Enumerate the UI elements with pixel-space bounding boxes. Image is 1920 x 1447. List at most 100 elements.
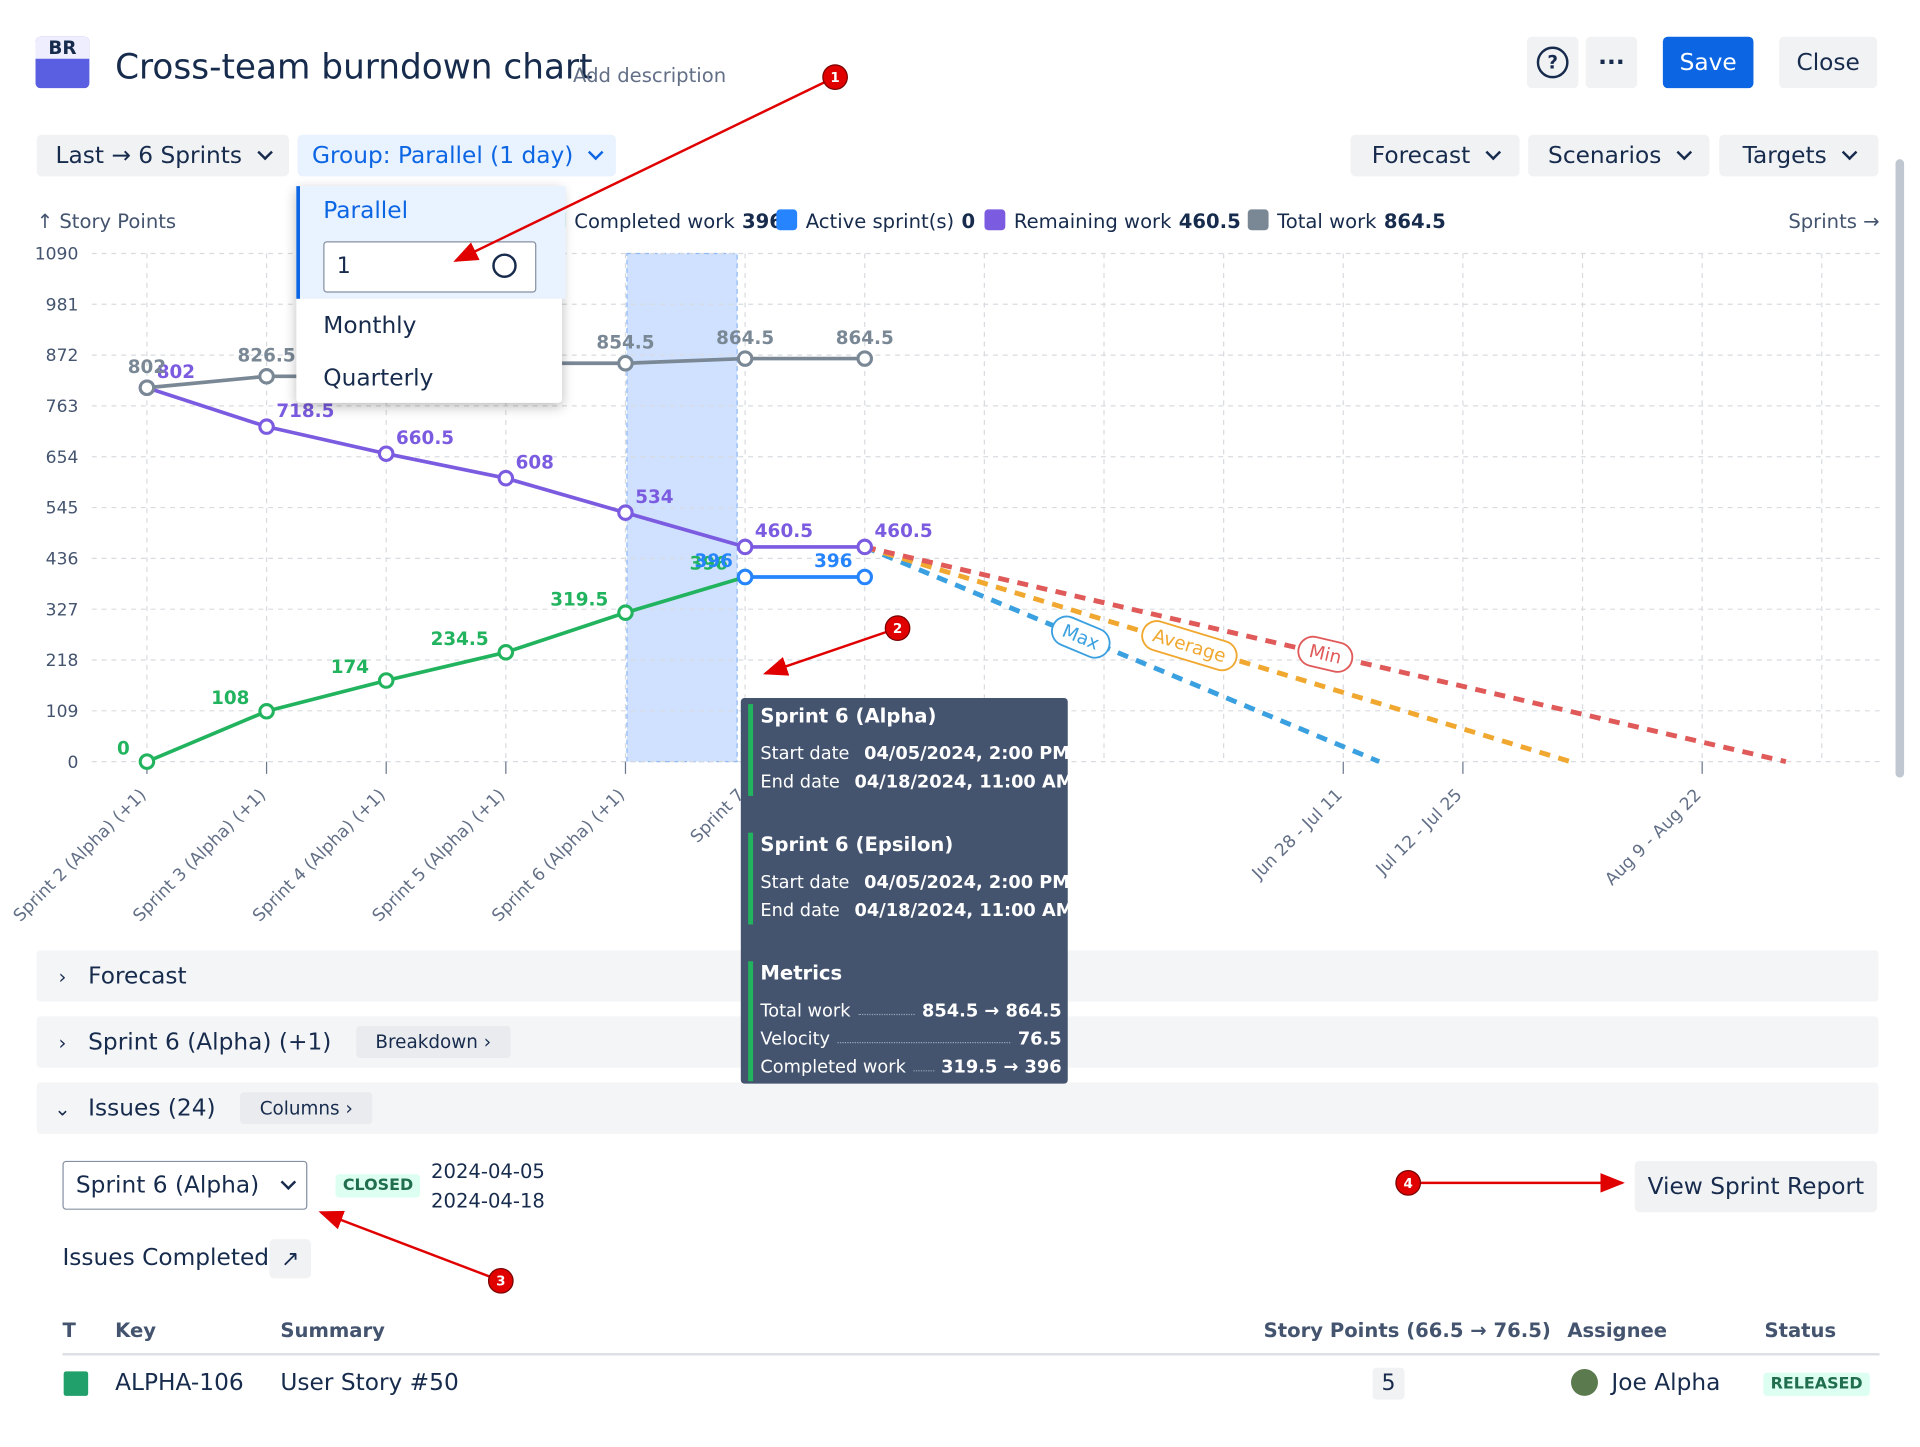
sprint-end: 2024-04-18 [431,1188,545,1213]
y-tick-label: 872 [46,346,79,366]
columns-button[interactable]: Columns › [240,1092,373,1125]
column-header: Summary [280,1318,385,1343]
issues-panel[interactable]: ⌄ Issues (24) Columns › [36,1082,1879,1134]
badge-bg [1051,615,1111,659]
chevron: ⌄ [54,1096,71,1120]
save-button[interactable]: Save [1662,36,1754,89]
y-tick-label: 327 [46,600,79,620]
annotation-arrow [453,76,836,262]
story-points: 5 [1372,1367,1405,1400]
forecast-menu[interactable]: Forecast [1350,134,1520,177]
data-label: 174 [331,657,369,678]
open-external[interactable]: ↗ [269,1239,312,1279]
legend-value: 460.5 [1179,210,1241,233]
close-button[interactable]: Close [1779,36,1878,89]
logo-text: BR [35,36,90,59]
tooltip-section: Sprint 6 (Alpha) Start date 04/05/2024, 2:… [748,704,1073,796]
scenarios-menu[interactable]: Scenarios [1528,134,1710,177]
add-description[interactable]: Add description [573,63,727,87]
tooltip-section: Metrics Total work 854.5 → 864.5 Velocity 76… [748,961,1062,1082]
annotation-badge [822,64,848,91]
row-label: Total work [760,1001,851,1021]
data-label: 460.5 [755,521,813,542]
legend-swatch [1247,209,1269,231]
panel-title: Sprint 6 (Alpha) (+1) [88,1028,332,1056]
more-button[interactable]: ··· [1585,36,1638,89]
y-tick-label: 981 [46,295,79,315]
data-label: 854.5 [596,333,654,354]
data-point [617,354,634,372]
y-tick-label: 654 [46,448,79,468]
issue-key[interactable]: ALPHA-106 [115,1368,244,1396]
data-point [617,604,634,621]
issue-summary: User Story #50 [280,1368,459,1396]
data-label: 396 [695,551,733,572]
y-axis-label: ↑ Story Points [37,210,176,233]
data-point [258,368,275,385]
y-tick-label: 763 [46,397,79,417]
view-sprint-report[interactable]: View Sprint Report [1634,1160,1878,1213]
annotation-badge [1395,1170,1422,1196]
legend-name: Active sprint(s) [806,210,954,233]
annotation-number: 3 [496,1275,505,1290]
data-label: 826.5 [238,346,296,367]
data-label: 534 [635,487,673,508]
data-label: 718.5 [276,401,334,422]
logo: BR [35,36,90,89]
data-label: 234.5 [431,629,489,650]
row-value: 76.5 [1017,1029,1062,1049]
tooltip-row: Total work 854.5 → 864.5 [760,997,1061,1025]
forecast-line [863,544,1381,764]
data-point [736,350,754,367]
range-select[interactable]: Last → 6 Sprints [36,134,289,177]
annotation-arrow [318,1210,502,1282]
data-point [617,504,634,521]
column-header: T [62,1318,76,1343]
tooltip-row: Completed work 319.5 → 396 [760,1053,1061,1081]
tooltip-row: Start date 04/05/2024, 2:00 PM [760,740,1070,768]
row-value: 319.5 → 396 [941,1057,1062,1077]
row-label: End date [760,772,840,792]
targets-menu[interactable]: Targets [1719,134,1879,177]
option[interactable]: Parallel [323,197,409,225]
tooltip: Sprint 6 (Alpha) Start date 04/05/2024, 2:… [740,697,1073,1084]
x-axis-label: Sprints → [1788,210,1879,233]
data-label: 460.5 [875,521,933,542]
day-input[interactable]: 1 [323,241,537,293]
info-icon [492,253,517,278]
data-point [497,644,515,661]
data-point [138,753,156,770]
menu-text: Forecast [1371,142,1471,169]
data-label: 802 [128,357,166,378]
legend-name: Total work [1276,210,1377,233]
data-point [258,703,275,720]
legend-swatch [984,209,1006,231]
row-value: 04/18/2024, 11:00 AM [854,900,1074,921]
row-leader [857,1013,915,1016]
chip-text: Breakdown [375,1031,478,1054]
help-button[interactable]: ? [1526,36,1579,89]
column-header: Assignee [1567,1318,1668,1343]
tooltip-row: Start date 04/05/2024, 2:00 PM [760,868,1070,896]
y-tick-label: 436 [46,549,79,569]
data-point [138,379,156,397]
avatar [1571,1368,1598,1396]
group-select[interactable]: Group: Parallel (1 day) [297,134,616,177]
legend-value: 396 [742,210,783,233]
group-dropdown: Parallel 1 Monthly Quarterly [296,186,566,403]
scrollbar [1895,159,1905,778]
row-value: 854.5 → 864.5 [922,1001,1062,1021]
legend-name: Completed work [574,210,735,233]
option[interactable]: Quarterly [323,364,434,392]
chevron: › [58,964,67,988]
row-value: 04/18/2024, 11:00 AM [854,772,1074,792]
panel-title: Issues (24) [88,1094,216,1122]
sprint-select[interactable]: Sprint 6 (Alpha) [62,1160,308,1210]
option[interactable]: Monthly [323,312,417,340]
chip-text: Columns [259,1097,340,1120]
annotation-number: 2 [893,622,902,637]
breakdown-button[interactable]: Breakdown › [355,1026,511,1058]
group-text: Group: Parallel (1 day) [311,142,574,169]
data-point [856,350,874,367]
